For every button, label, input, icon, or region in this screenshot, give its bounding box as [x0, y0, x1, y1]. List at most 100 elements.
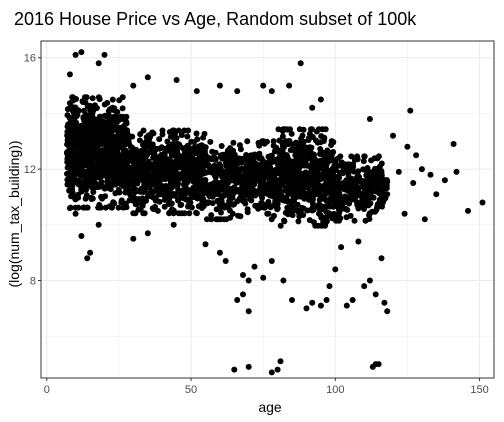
- data-point: [367, 116, 373, 122]
- data-point: [134, 181, 140, 187]
- x-axis-title: age: [258, 399, 282, 415]
- data-point: [171, 222, 177, 228]
- data-point: [260, 202, 266, 208]
- data-point: [113, 137, 119, 143]
- data-point: [246, 364, 252, 370]
- data-point: [219, 199, 225, 205]
- data-point: [278, 358, 284, 364]
- data-point: [252, 154, 258, 160]
- data-point: [94, 119, 100, 125]
- data-point: [83, 196, 89, 202]
- data-point: [267, 164, 273, 170]
- data-point: [84, 94, 90, 100]
- data-point: [410, 180, 416, 186]
- data-point: [235, 213, 241, 219]
- data-point: [110, 97, 116, 103]
- data-point: [85, 205, 91, 211]
- data-point: [350, 177, 356, 183]
- data-point: [185, 128, 191, 134]
- data-point: [140, 210, 146, 216]
- data-point: [309, 198, 315, 204]
- data-point: [260, 83, 266, 89]
- data-point: [238, 146, 244, 152]
- data-point: [200, 135, 206, 141]
- data-point: [109, 205, 115, 211]
- data-point: [291, 199, 297, 205]
- data-point: [325, 172, 331, 178]
- data-point: [145, 74, 151, 80]
- data-point: [147, 142, 153, 148]
- data-point: [352, 218, 358, 224]
- data-point: [356, 201, 362, 207]
- data-point: [74, 130, 80, 136]
- data-point: [210, 186, 216, 192]
- data-point: [239, 166, 245, 172]
- data-point: [67, 71, 73, 77]
- data-point: [84, 255, 90, 261]
- data-point: [234, 297, 240, 303]
- data-point: [404, 144, 410, 150]
- data-point: [194, 136, 200, 142]
- data-point: [98, 205, 104, 211]
- data-point: [203, 241, 209, 247]
- y-tick-label: 8: [30, 276, 36, 288]
- data-point: [207, 139, 213, 145]
- x-tick-label: 50: [185, 384, 197, 396]
- data-point: [251, 182, 257, 188]
- data-point: [185, 204, 191, 210]
- data-point: [350, 164, 356, 170]
- data-point: [286, 138, 292, 144]
- data-point: [118, 114, 124, 120]
- data-point: [132, 210, 138, 216]
- data-point: [335, 156, 341, 162]
- data-point: [175, 187, 181, 193]
- data-point: [346, 187, 352, 193]
- data-point: [254, 168, 260, 174]
- data-point: [68, 139, 74, 145]
- data-point: [289, 131, 295, 137]
- data-point: [174, 174, 180, 180]
- data-point: [218, 204, 224, 210]
- data-point: [240, 291, 246, 297]
- data-point: [239, 182, 245, 188]
- data-point: [66, 188, 72, 194]
- data-point: [396, 169, 402, 175]
- data-point: [317, 197, 323, 203]
- data-point: [304, 145, 310, 151]
- data-point: [377, 167, 383, 173]
- data-point: [314, 171, 320, 177]
- data-point: [144, 152, 150, 158]
- data-point: [371, 195, 377, 201]
- y-tick-label: 12: [24, 164, 36, 176]
- data-point: [407, 108, 413, 114]
- data-point: [428, 172, 434, 178]
- data-point: [361, 283, 367, 289]
- data-point: [312, 223, 318, 229]
- data-point: [155, 154, 161, 160]
- data-point: [290, 212, 296, 218]
- data-point: [217, 250, 223, 256]
- data-point: [96, 60, 102, 66]
- data-point: [104, 100, 110, 106]
- data-point: [269, 258, 275, 264]
- chart-title: 2016 House Price vs Age, Random subset o…: [14, 9, 417, 29]
- data-point: [68, 170, 74, 176]
- data-point: [212, 157, 218, 163]
- data-point: [181, 177, 187, 183]
- data-point: [69, 94, 75, 100]
- data-point: [150, 205, 156, 211]
- data-point: [64, 177, 70, 183]
- data-point: [120, 143, 126, 149]
- data-point: [197, 187, 203, 193]
- data-point: [298, 60, 304, 66]
- data-point: [276, 186, 282, 192]
- data-point: [106, 151, 112, 157]
- data-point: [164, 156, 170, 162]
- data-point: [170, 141, 176, 147]
- data-point: [78, 173, 84, 179]
- data-point: [308, 181, 314, 187]
- y-tick-label: 16: [24, 53, 36, 65]
- data-point: [188, 174, 194, 180]
- data-point: [210, 200, 216, 206]
- data-point: [284, 197, 290, 203]
